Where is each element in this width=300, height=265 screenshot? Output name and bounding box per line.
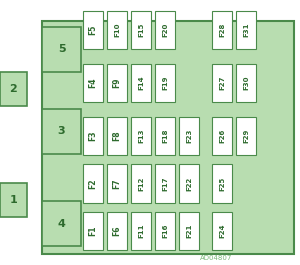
Bar [107,11,127,49]
Bar [83,164,103,203]
Text: AD04807: AD04807 [200,255,232,261]
Text: F7: F7 [112,178,122,189]
Bar [131,212,151,250]
Bar [179,117,199,155]
Text: F6: F6 [112,226,122,236]
Bar [131,117,151,155]
Text: F11: F11 [138,224,144,238]
Bar [155,212,175,250]
Bar [155,164,175,203]
Bar [83,11,103,49]
Text: F21: F21 [186,224,192,238]
Text: F22: F22 [186,176,192,191]
Text: F13: F13 [138,129,144,143]
Bar [107,164,127,203]
Bar [42,26,81,72]
Text: 1: 1 [10,195,17,205]
Bar [42,201,81,246]
Text: F24: F24 [219,224,225,238]
Bar [131,11,151,49]
Bar [42,21,294,254]
Text: F10: F10 [114,23,120,37]
Text: F8: F8 [112,130,122,141]
Bar [83,117,103,155]
Text: F19: F19 [162,76,168,90]
Bar [236,117,256,155]
Text: F14: F14 [138,76,144,90]
Text: F28: F28 [219,23,225,37]
Bar [83,212,103,250]
Text: F20: F20 [162,23,168,37]
Text: F18: F18 [162,129,168,143]
Bar [236,64,256,102]
Text: F15: F15 [138,23,144,37]
Bar [212,64,232,102]
Bar [83,64,103,102]
Bar [107,64,127,102]
Text: F1: F1 [88,226,98,236]
Bar [0,183,27,217]
Text: F2: F2 [88,178,98,189]
Bar [107,212,127,250]
Bar [236,11,256,49]
Bar [131,164,151,203]
Text: F23: F23 [186,129,192,143]
Text: F25: F25 [219,176,225,191]
Bar [155,11,175,49]
Text: 4: 4 [58,219,65,229]
Text: 5: 5 [58,44,65,54]
Bar [155,117,175,155]
Text: F5: F5 [88,25,98,35]
Bar [212,212,232,250]
Bar [107,117,127,155]
Text: F16: F16 [162,224,168,238]
Bar [212,164,232,203]
Bar [179,212,199,250]
Bar [155,64,175,102]
Bar [212,117,232,155]
Bar [131,64,151,102]
Text: F3: F3 [88,131,98,141]
Text: F26: F26 [219,129,225,143]
Text: F27: F27 [219,76,225,90]
Text: F4: F4 [88,78,98,88]
Text: F30: F30 [243,76,249,90]
Text: F9: F9 [112,78,122,88]
Bar [212,11,232,49]
Text: 2: 2 [10,84,17,94]
Text: F31: F31 [243,23,249,37]
Text: F17: F17 [162,176,168,191]
Bar [179,164,199,203]
Text: F29: F29 [243,129,249,143]
Bar [0,72,27,106]
Text: 3: 3 [58,126,65,136]
Text: F12: F12 [138,176,144,191]
Bar [42,109,81,154]
